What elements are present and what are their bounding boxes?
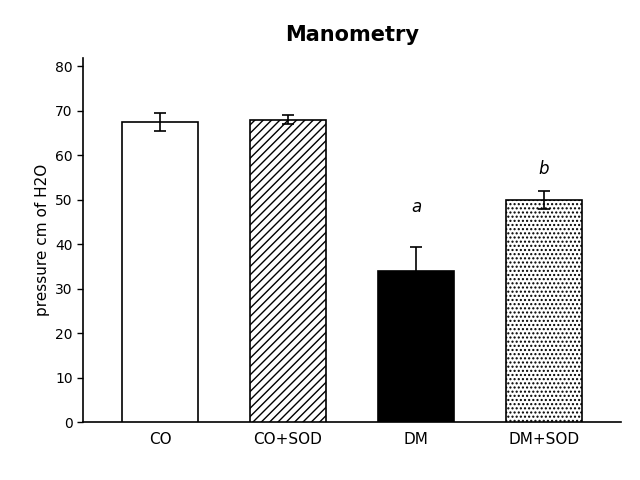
Bar bbox=[122, 122, 198, 422]
Text: a: a bbox=[411, 198, 421, 216]
Bar bbox=[378, 271, 454, 422]
Y-axis label: pressure cm of H2O: pressure cm of H2O bbox=[35, 164, 50, 316]
Bar bbox=[506, 200, 582, 422]
Bar bbox=[250, 120, 326, 422]
Title: Manometry: Manometry bbox=[285, 25, 419, 45]
Text: b: b bbox=[539, 160, 549, 178]
